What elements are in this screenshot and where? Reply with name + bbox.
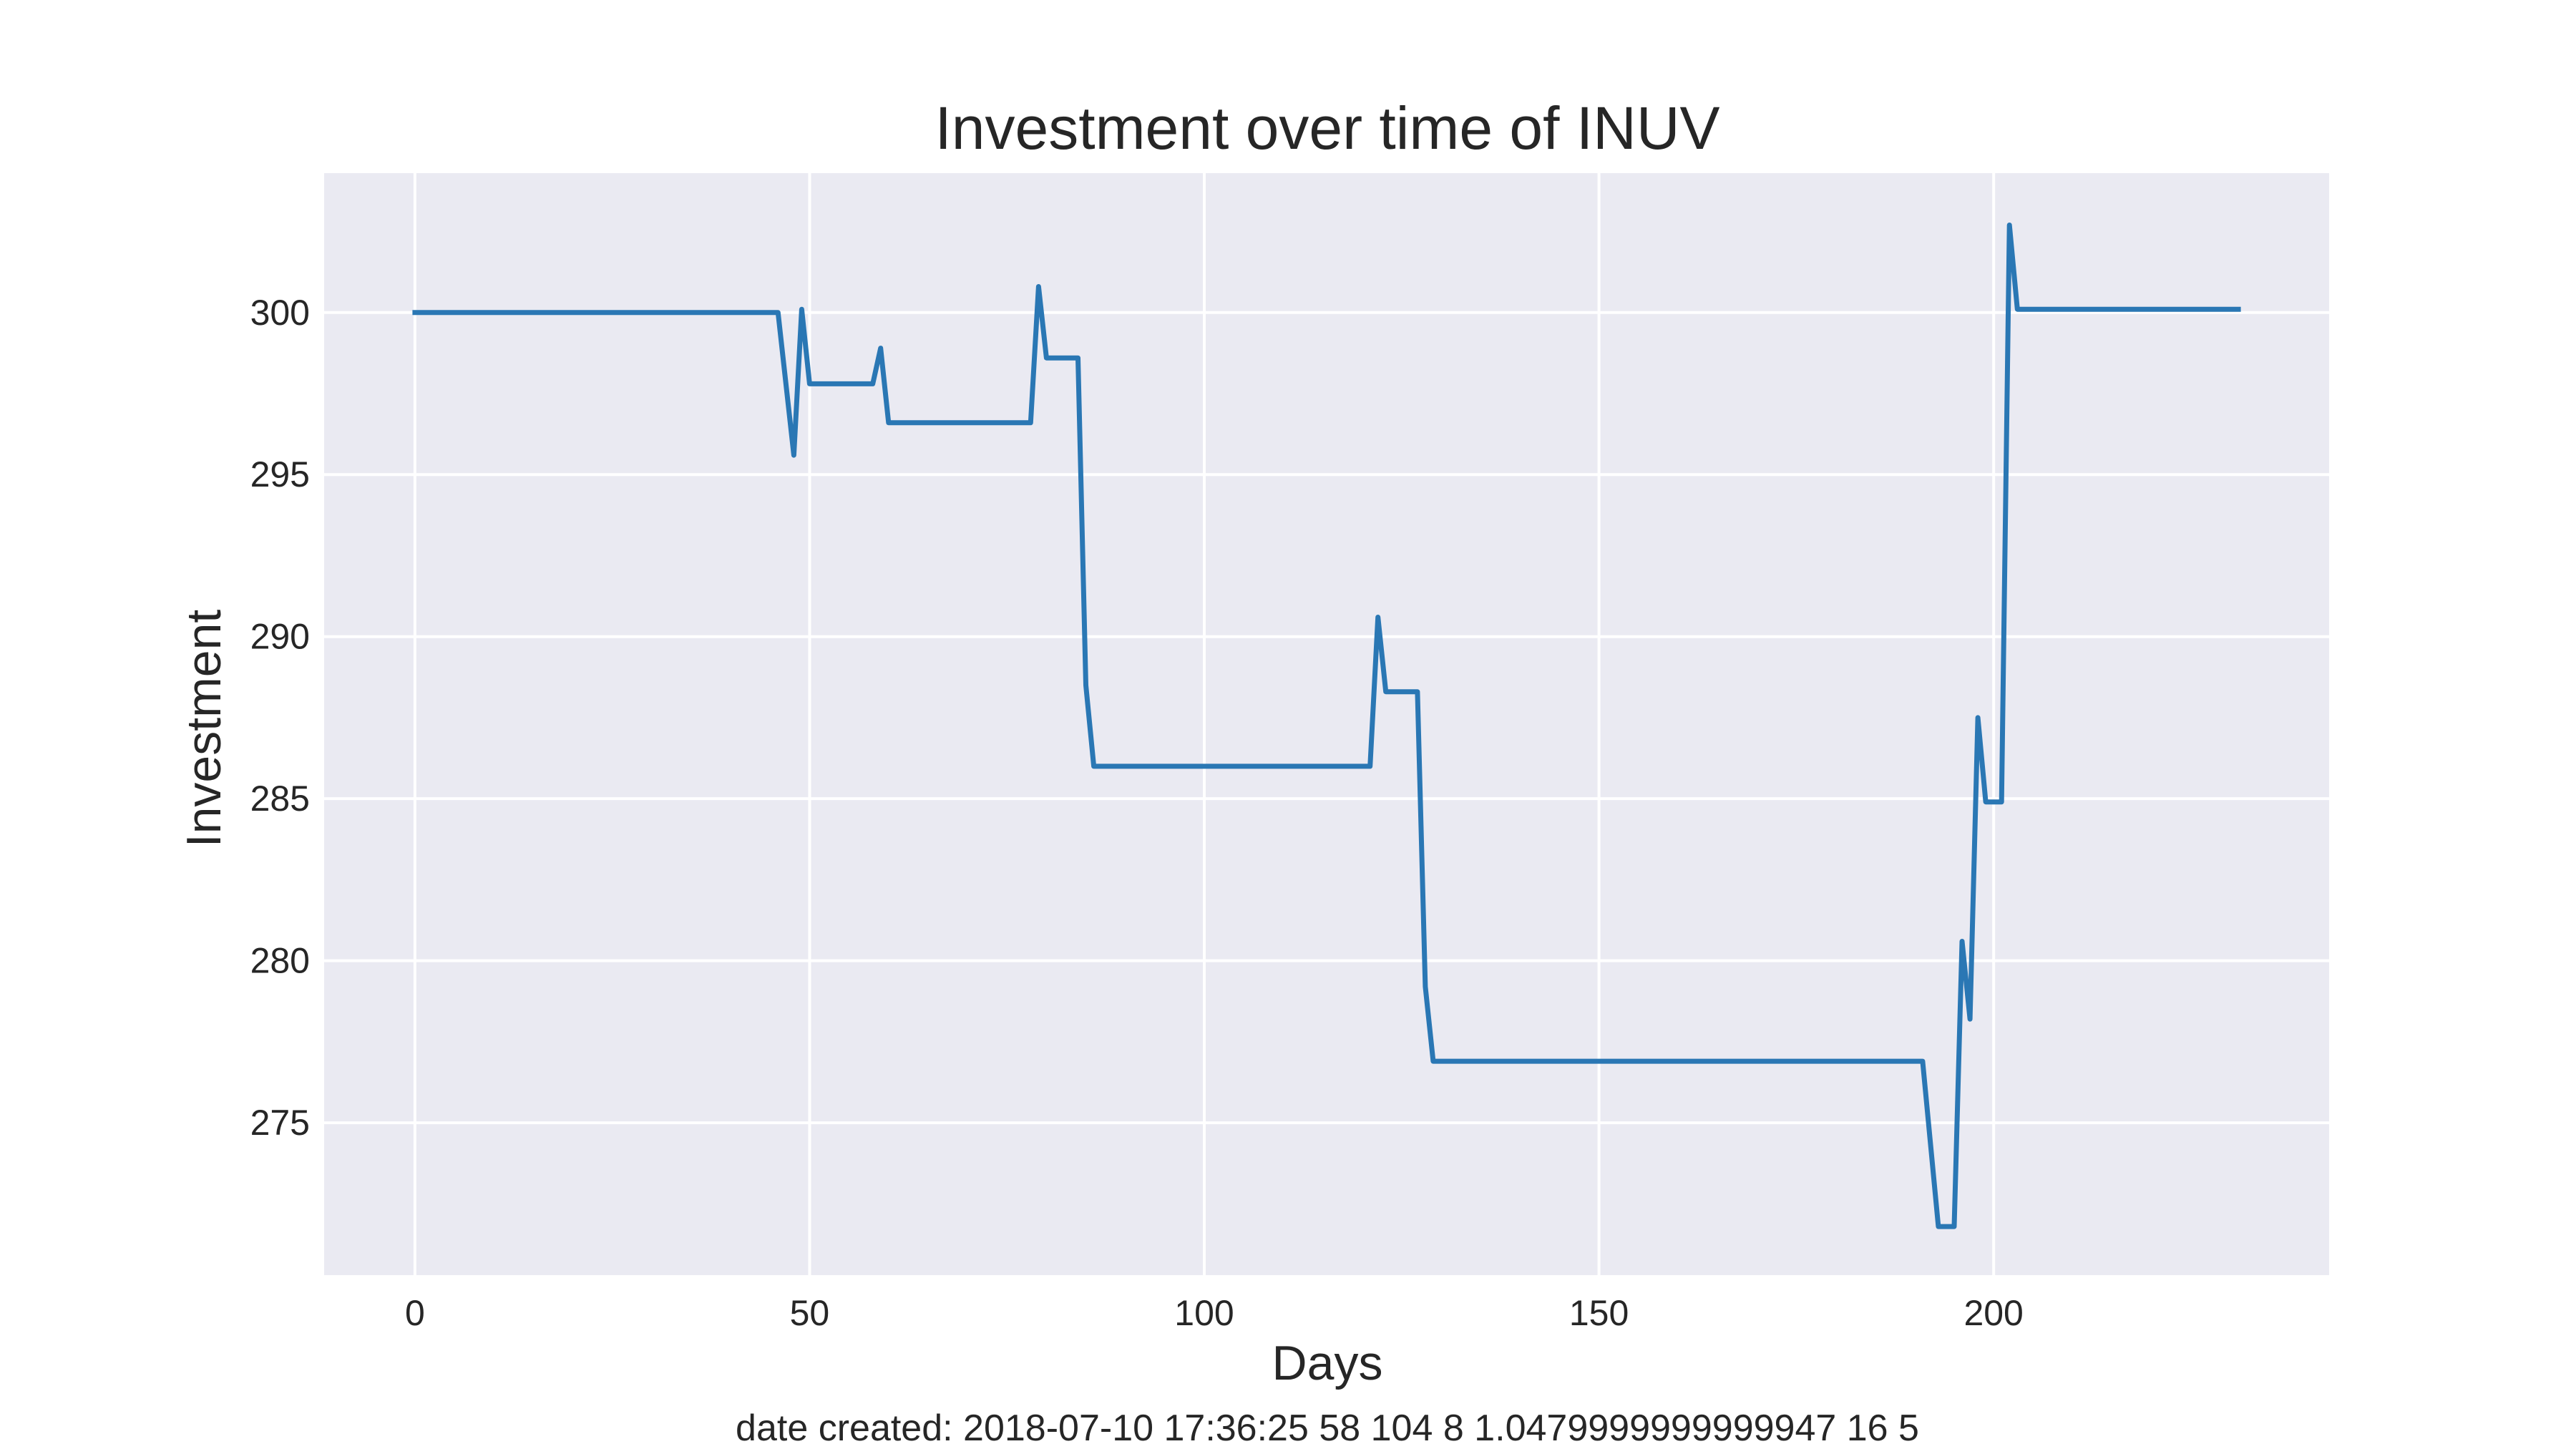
y-tick-label: 275 <box>250 1103 310 1143</box>
series-line <box>412 223 2241 1229</box>
grid <box>324 173 2329 1275</box>
chart-title: Investment over time of INUV <box>935 94 1719 162</box>
tick-labels: 0 50 100 150 200 275 280 285 290 295 300 <box>250 293 2024 1333</box>
y-tick-label: 290 <box>250 617 310 657</box>
plot-area <box>324 173 2329 1275</box>
footer-caption: date created: 2018-07-10 17:36:25 58 104… <box>736 1407 1919 1449</box>
y-tick-label: 285 <box>250 779 310 819</box>
y-tick-label: 280 <box>250 941 310 981</box>
y-tick-label: 295 <box>250 454 310 494</box>
x-tick-label: 50 <box>790 1293 830 1333</box>
y-tick-label: 300 <box>250 293 310 333</box>
x-tick-label: 150 <box>1569 1293 1629 1333</box>
x-tick-label: 0 <box>405 1293 425 1333</box>
series-layer <box>412 223 2241 1229</box>
y-axis-label: Investment <box>177 610 231 848</box>
x-tick-label: 100 <box>1174 1293 1234 1333</box>
x-axis-label: Days <box>1272 1336 1383 1390</box>
x-tick-label: 200 <box>1963 1293 2023 1333</box>
